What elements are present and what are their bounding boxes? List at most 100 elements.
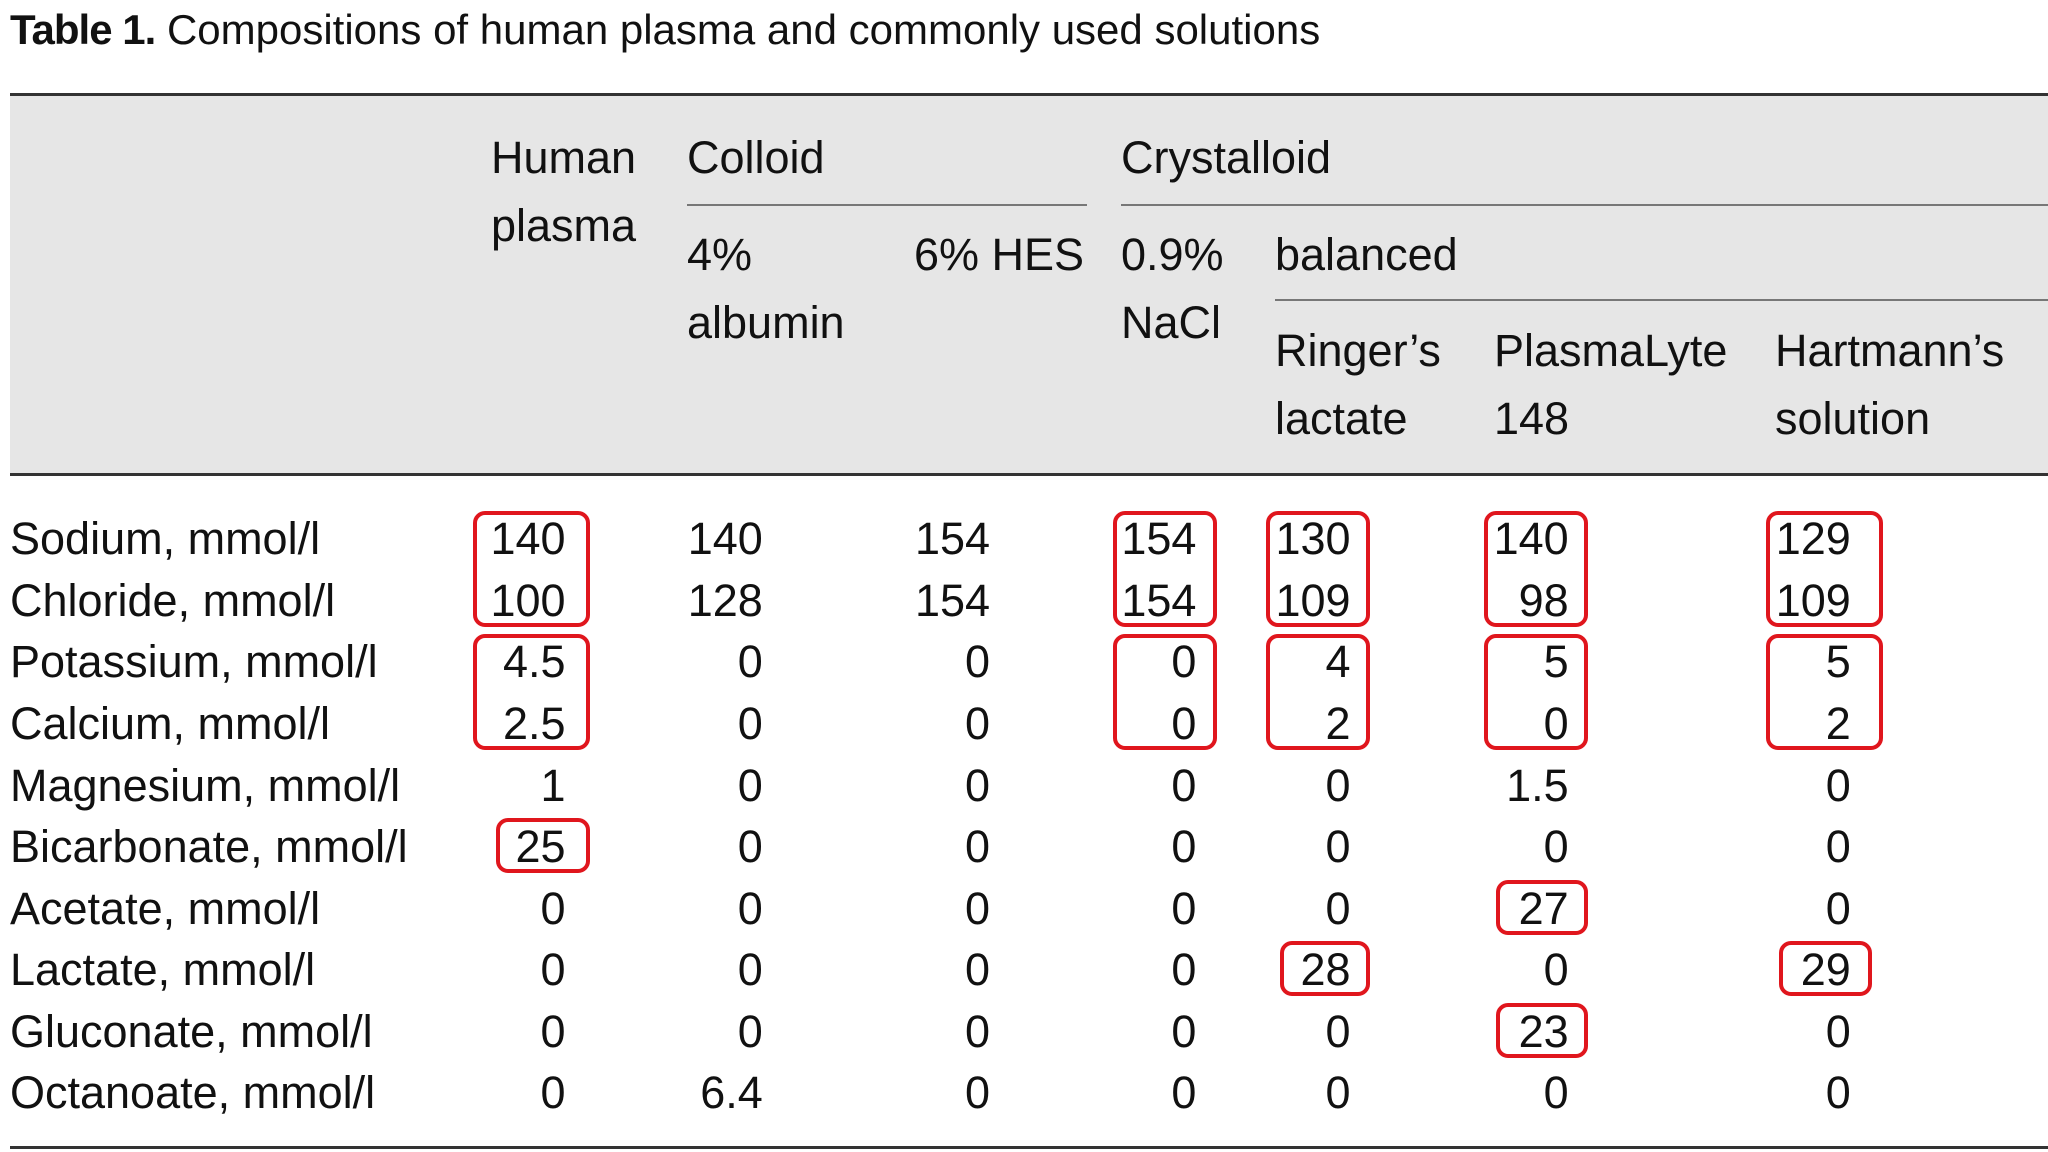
value-cell: 2.5 — [503, 697, 566, 749]
value-cell: 0 — [1171, 636, 1197, 688]
value-cell: 1 — [540, 759, 566, 811]
value-cell: 0 — [737, 1005, 763, 1057]
value-cell: 25 — [515, 821, 566, 873]
value-cell: 0 — [737, 821, 763, 873]
header-colloid: Colloid — [687, 132, 825, 183]
highlight-box — [1483, 510, 1589, 628]
highlight-box — [1495, 879, 1589, 935]
highlight-box — [1483, 633, 1589, 751]
value-cell: 0 — [965, 944, 991, 996]
value-cell: 154 — [914, 574, 991, 626]
value-cell: 0 — [737, 882, 763, 934]
header-plasmalyte: PlasmaLyte 148 — [1494, 325, 1728, 444]
header-hartmann: Hartmann’s solution — [1775, 325, 2005, 444]
balanced-rule — [1275, 299, 2048, 301]
row-label: Gluconate, mmol/l — [10, 1005, 373, 1057]
row-label: Calcium, mmol/l — [10, 697, 331, 749]
row-label: Magnesium, mmol/l — [10, 759, 401, 811]
value-cell: 0 — [737, 944, 763, 996]
value-cell: 0 — [737, 759, 763, 811]
highlight-box — [1778, 941, 1872, 997]
value-cell: 0 — [1325, 759, 1351, 811]
row-label: Lactate, mmol/l — [10, 944, 316, 996]
value-cell: 0 — [1325, 1005, 1351, 1057]
row-label: Octanoate, mmol/l — [10, 1067, 376, 1119]
value-cell: 4.5 — [503, 636, 566, 688]
value-cell: 0 — [1825, 759, 1851, 811]
value-cell: 5 — [1543, 636, 1569, 688]
value-cell: 98 — [1518, 574, 1569, 626]
value-cell: 0 — [1543, 821, 1569, 873]
value-cell: 4 — [1325, 636, 1351, 688]
value-cell: 0 — [965, 636, 991, 688]
value-cell: 100 — [490, 574, 566, 626]
value-cell: 2 — [1825, 697, 1851, 749]
value-cell: 0 — [737, 636, 763, 688]
colloid-rule — [687, 204, 1087, 206]
value-cell: 0 — [1171, 1067, 1197, 1119]
value-cell: 0 — [1325, 821, 1351, 873]
row-label: Bicarbonate, mmol/l — [10, 821, 408, 873]
highlight-box — [1265, 633, 1371, 751]
value-cell: 0 — [1171, 944, 1197, 996]
value-cell: 0 — [1543, 944, 1569, 996]
value-cell: 0 — [1543, 697, 1569, 749]
value-cell: 0 — [965, 759, 991, 811]
value-cell: 0 — [737, 697, 763, 749]
value-cell: 0 — [540, 944, 566, 996]
value-cell: 0 — [1825, 1005, 1851, 1057]
value-cell: 0 — [965, 1067, 991, 1119]
value-cell: 5 — [1825, 636, 1851, 688]
value-cell: 0 — [1325, 1067, 1351, 1119]
highlight-box — [1765, 510, 1884, 628]
bottom-rule — [10, 1146, 2048, 1149]
row-label: Chloride, mmol/l — [10, 574, 336, 626]
header-hes: 6% HES — [914, 229, 1085, 280]
value-cell: 128 — [687, 574, 763, 626]
value-cell: 109 — [1775, 574, 1851, 626]
highlight-box — [1280, 941, 1371, 997]
header-balanced: balanced — [1275, 229, 1458, 280]
value-cell: 129 — [1775, 513, 1851, 565]
value-cell: 0 — [1171, 697, 1197, 749]
value-cell: 154 — [1121, 574, 1197, 626]
value-cell: 154 — [1121, 513, 1197, 565]
value-cell: 1.5 — [1506, 759, 1569, 811]
highlight-box — [472, 633, 591, 751]
value-cell: 0 — [1325, 882, 1351, 934]
value-cell: 154 — [914, 513, 991, 565]
value-cell: 130 — [1275, 513, 1351, 565]
value-cell: 0 — [1543, 1067, 1569, 1119]
value-cell: 0 — [1171, 882, 1197, 934]
row-label: Acetate, mmol/l — [10, 882, 321, 934]
highlight-box — [1495, 1002, 1589, 1058]
highlight-box — [1765, 633, 1884, 751]
value-cell: 0 — [1171, 1005, 1197, 1057]
value-cell: 0 — [1171, 821, 1197, 873]
value-cell: 28 — [1300, 944, 1351, 996]
value-cell: 27 — [1518, 882, 1569, 934]
value-cell: 0 — [1825, 882, 1851, 934]
value-cell: 0 — [540, 882, 566, 934]
value-cell: 140 — [687, 513, 763, 565]
value-cell: 0 — [1171, 759, 1197, 811]
highlight-box — [1112, 633, 1218, 751]
header-ringer: Ringer’s lactate — [1275, 325, 1441, 444]
row-label: Sodium, mmol/l — [10, 513, 321, 565]
row-label: Potassium, mmol/l — [10, 636, 378, 688]
value-cell: 0 — [540, 1067, 566, 1119]
header-nacl: 0.9% NaCl — [1121, 229, 1224, 348]
value-cell: 0 — [1825, 1067, 1851, 1119]
highlight-box — [1112, 510, 1218, 628]
top-rule — [10, 93, 2048, 96]
value-cell: 0 — [1825, 821, 1851, 873]
header-background — [10, 94, 2048, 474]
value-cell: 109 — [1275, 574, 1351, 626]
value-cell: 23 — [1518, 1005, 1569, 1057]
crystalloid-rule — [1121, 204, 2048, 206]
value-cell: 2 — [1325, 697, 1351, 749]
header-human-plasma: Human plasma — [491, 132, 637, 251]
value-cell: 0 — [540, 1005, 566, 1057]
caption-label: Table 1. — [10, 6, 156, 53]
